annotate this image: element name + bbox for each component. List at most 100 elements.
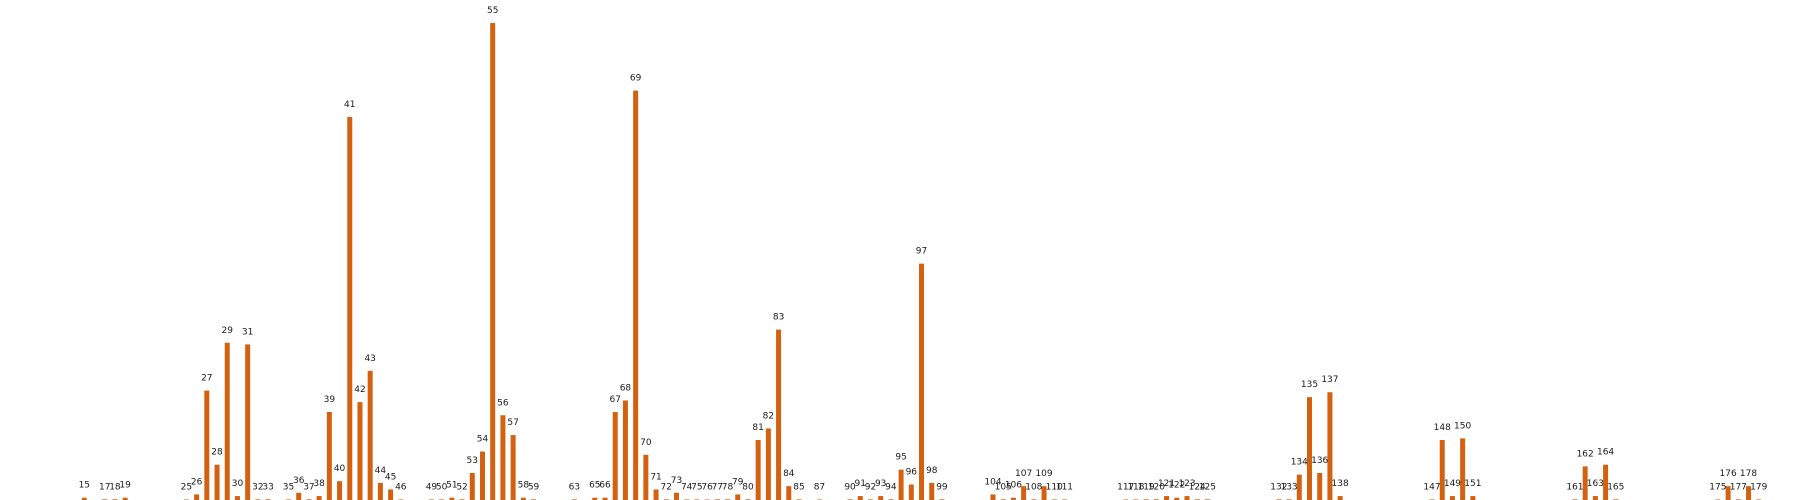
bar-label-76: 76 bbox=[701, 483, 713, 493]
bar-label-111: 111 bbox=[1056, 483, 1073, 493]
bar-98 bbox=[929, 482, 935, 500]
bar-51 bbox=[449, 497, 455, 500]
bar-91 bbox=[857, 496, 863, 500]
bar-label-54: 54 bbox=[477, 435, 489, 445]
bar-label-92: 92 bbox=[865, 482, 876, 492]
bar-label-117: 117 bbox=[1117, 483, 1134, 493]
bar-label-18: 18 bbox=[109, 482, 121, 492]
bar-106 bbox=[1010, 497, 1016, 500]
bar-label-95: 95 bbox=[895, 453, 906, 463]
bar-label-176: 176 bbox=[1720, 469, 1737, 479]
bar-label-151: 151 bbox=[1464, 479, 1481, 489]
bar-label-77: 77 bbox=[712, 482, 723, 492]
bar-label-91: 91 bbox=[855, 479, 866, 489]
bar-70 bbox=[643, 454, 649, 500]
bar-83 bbox=[776, 329, 782, 500]
bar-label-37: 37 bbox=[303, 482, 314, 492]
bar-31 bbox=[245, 344, 251, 500]
bar-label-33: 33 bbox=[262, 482, 273, 492]
bar-label-165: 165 bbox=[1607, 482, 1624, 492]
bar-label-85: 85 bbox=[793, 482, 804, 492]
bar-label-49: 49 bbox=[426, 483, 438, 493]
bar-label-67: 67 bbox=[609, 395, 620, 405]
bar-label-106: 106 bbox=[1005, 481, 1022, 491]
bar-138 bbox=[1337, 496, 1343, 500]
bar-label-147: 147 bbox=[1423, 483, 1440, 493]
bar-44 bbox=[377, 482, 383, 500]
bar-label-29: 29 bbox=[222, 326, 234, 336]
bar-42 bbox=[357, 402, 363, 500]
bar-label-107: 107 bbox=[1015, 469, 1032, 479]
bar-label-163: 163 bbox=[1587, 479, 1604, 489]
bar-135 bbox=[1307, 397, 1312, 500]
bar-label-79: 79 bbox=[732, 477, 744, 487]
bar-55 bbox=[490, 23, 496, 500]
bar-36 bbox=[296, 492, 302, 500]
bar-134 bbox=[1296, 474, 1302, 500]
bar-label-43: 43 bbox=[364, 354, 375, 364]
bar-82 bbox=[765, 428, 771, 500]
bar-19 bbox=[122, 497, 128, 500]
bar-162 bbox=[1582, 466, 1588, 500]
bar-label-56: 56 bbox=[497, 398, 509, 408]
bar-41 bbox=[347, 116, 353, 500]
bar-label-27: 27 bbox=[201, 374, 212, 384]
bar-53 bbox=[469, 472, 475, 500]
bar-label-105: 105 bbox=[995, 482, 1012, 492]
bar-label-36: 36 bbox=[293, 476, 305, 486]
bar-label-161: 161 bbox=[1566, 482, 1583, 492]
bar-label-99: 99 bbox=[936, 482, 948, 492]
bar-label-134: 134 bbox=[1291, 458, 1308, 468]
bar-67 bbox=[612, 411, 618, 500]
bar-136 bbox=[1317, 472, 1323, 500]
bar-label-25: 25 bbox=[181, 483, 192, 493]
bar-label-164: 164 bbox=[1597, 448, 1614, 458]
bar-39 bbox=[326, 411, 332, 500]
bar-label-58: 58 bbox=[518, 481, 530, 491]
bar-label-177: 177 bbox=[1730, 482, 1747, 492]
bar-96 bbox=[908, 484, 914, 500]
bar-label-108: 108 bbox=[1025, 482, 1042, 492]
bar-label-35: 35 bbox=[283, 483, 294, 493]
bar-label-68: 68 bbox=[620, 383, 632, 393]
bar-label-98: 98 bbox=[926, 466, 938, 476]
bar-121 bbox=[1164, 496, 1170, 500]
bar-label-55: 55 bbox=[487, 6, 498, 16]
bar-93 bbox=[878, 496, 884, 500]
bar-68 bbox=[622, 400, 628, 500]
bar-label-104: 104 bbox=[984, 477, 1001, 487]
bar-label-59: 59 bbox=[528, 482, 540, 492]
bar-label-69: 69 bbox=[630, 74, 642, 84]
bar-label-71: 71 bbox=[650, 472, 661, 482]
bar-79 bbox=[735, 494, 741, 500]
bar-label-97: 97 bbox=[916, 247, 927, 257]
bar-label-81: 81 bbox=[752, 423, 763, 433]
bar-label-123: 123 bbox=[1178, 479, 1195, 489]
bar-label-124: 124 bbox=[1189, 482, 1206, 492]
bar-56 bbox=[500, 415, 506, 500]
bar-label-121: 121 bbox=[1158, 479, 1175, 489]
bars-group bbox=[81, 23, 1762, 500]
bar-label-31: 31 bbox=[242, 327, 253, 337]
bar-label-32: 32 bbox=[252, 482, 263, 492]
bar-137 bbox=[1327, 392, 1333, 500]
bar-label-148: 148 bbox=[1434, 423, 1451, 433]
bar-label-136: 136 bbox=[1311, 456, 1328, 466]
bar-label-150: 150 bbox=[1454, 421, 1471, 431]
bar-label-75: 75 bbox=[691, 483, 702, 493]
bar-109 bbox=[1041, 486, 1047, 500]
bar-label-138: 138 bbox=[1332, 479, 1349, 489]
bar-57 bbox=[510, 435, 516, 500]
bar-38 bbox=[316, 496, 322, 500]
bar-label-70: 70 bbox=[640, 438, 652, 448]
bar-label-17: 17 bbox=[99, 482, 110, 492]
bar-163 bbox=[1592, 496, 1598, 500]
bar-label-65: 65 bbox=[589, 481, 600, 491]
bar-label-46: 46 bbox=[395, 483, 407, 493]
bar-label-110: 110 bbox=[1046, 483, 1063, 493]
bar-label-179: 179 bbox=[1750, 483, 1767, 493]
bar-95 bbox=[898, 469, 904, 500]
bar-81 bbox=[755, 440, 761, 500]
